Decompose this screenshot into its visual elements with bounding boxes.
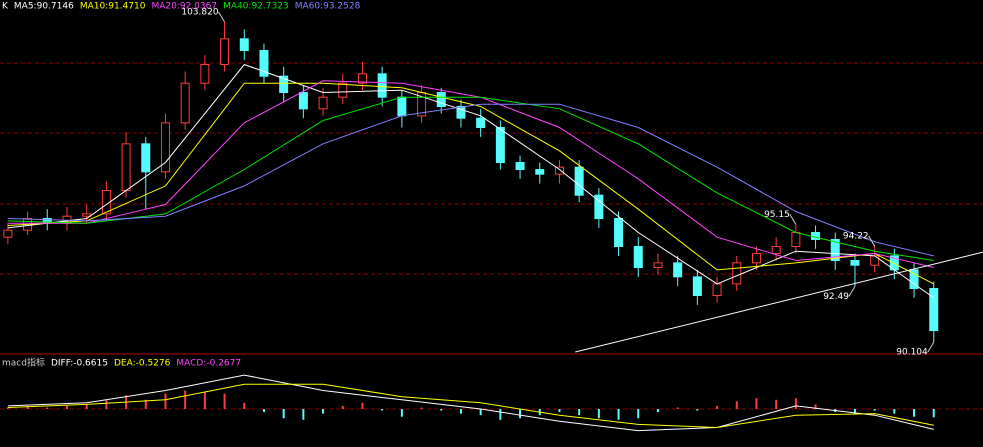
candle-body bbox=[515, 162, 525, 171]
macd-line bbox=[7, 374, 934, 432]
candle-body bbox=[633, 246, 643, 269]
candle-body bbox=[495, 127, 505, 164]
candle-body bbox=[712, 283, 722, 297]
candle-body bbox=[436, 92, 446, 108]
candle-body bbox=[357, 73, 367, 84]
annotation-label: 90.104 bbox=[896, 348, 928, 358]
candle-body bbox=[830, 239, 840, 262]
candle-body bbox=[397, 96, 407, 117]
candle-body bbox=[791, 232, 801, 248]
annotation-pointer bbox=[218, 11, 226, 23]
legend-label: DIFF:-0.6615 bbox=[51, 359, 108, 369]
candle-body bbox=[574, 166, 584, 196]
annotation-label: 92.49 bbox=[823, 292, 849, 302]
candle-body bbox=[614, 218, 624, 248]
candle-body bbox=[909, 269, 919, 290]
candle-body bbox=[673, 262, 683, 278]
candle-body bbox=[200, 64, 210, 84]
legend-label: MA5:90.7146 bbox=[14, 2, 74, 12]
annotation-pointer bbox=[848, 286, 856, 297]
annotation-label: 94.22 bbox=[843, 232, 869, 242]
candle-body bbox=[554, 166, 564, 175]
candle-body bbox=[141, 143, 151, 173]
candle-body bbox=[121, 143, 131, 192]
ma-line bbox=[7, 82, 935, 285]
candle-body bbox=[318, 96, 328, 110]
legend-label: MA60:93.2528 bbox=[295, 2, 361, 12]
trend-line bbox=[575, 251, 983, 353]
annotation-pointer bbox=[927, 341, 935, 353]
legend-label: K bbox=[2, 2, 9, 12]
candle-body bbox=[180, 82, 190, 124]
ma-line bbox=[7, 96, 934, 261]
legend-label: MA40:92.7323 bbox=[223, 2, 289, 12]
candle-body bbox=[456, 106, 466, 119]
candle-body bbox=[476, 117, 486, 129]
candle-body bbox=[160, 122, 170, 173]
ma-line bbox=[7, 63, 935, 299]
candle-body bbox=[259, 50, 269, 77]
candle-body bbox=[751, 253, 761, 264]
candle-body bbox=[732, 262, 742, 285]
candle-body bbox=[279, 75, 289, 94]
candle-body bbox=[338, 82, 348, 98]
candle-body bbox=[298, 92, 308, 110]
candle-body bbox=[82, 213, 92, 217]
annotation-pointer bbox=[868, 235, 876, 247]
legend-label: MA10:91.4710 bbox=[80, 2, 146, 12]
candle-body bbox=[239, 38, 249, 52]
candle-body bbox=[594, 194, 604, 220]
candle-body bbox=[220, 38, 230, 66]
legend-label: MACD:-0.2677 bbox=[176, 359, 241, 369]
candle-body bbox=[929, 288, 939, 332]
candle-body bbox=[377, 73, 387, 98]
annotation-label: 103.820 bbox=[181, 8, 218, 18]
legend-label: DEA:-0.5276 bbox=[114, 359, 171, 369]
candle-body bbox=[3, 229, 13, 238]
candle-body bbox=[535, 169, 545, 175]
legend-label: MA20:92.0367 bbox=[151, 2, 217, 12]
candle-body bbox=[771, 246, 781, 255]
legend-label: macd指标 bbox=[2, 357, 45, 369]
annotation-label: 95.15 bbox=[764, 210, 790, 220]
candle-body bbox=[653, 262, 663, 269]
ma-line bbox=[7, 103, 934, 257]
candle-body bbox=[692, 276, 702, 297]
candle-body bbox=[850, 260, 860, 266]
annotation-pointer bbox=[789, 214, 797, 225]
macd-line bbox=[7, 383, 934, 429]
